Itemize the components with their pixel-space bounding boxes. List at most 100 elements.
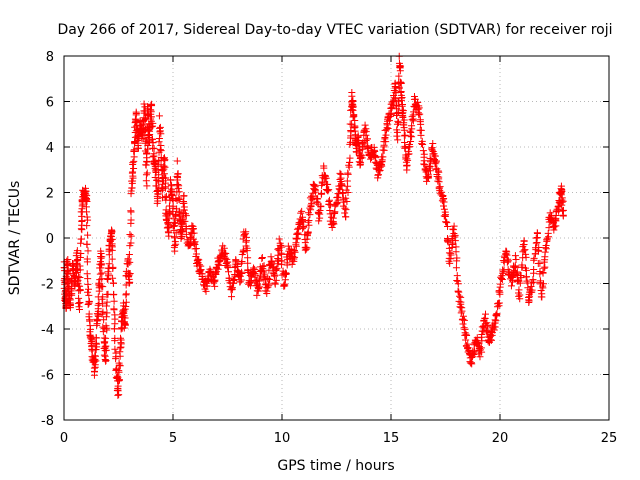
data-point [357, 151, 365, 159]
data-point [522, 264, 530, 272]
data-point [93, 315, 101, 323]
data-point [401, 144, 409, 152]
data-point [493, 310, 501, 318]
data-point [450, 222, 458, 230]
plot-frame [63, 55, 610, 421]
data-point [127, 216, 135, 224]
data-point [277, 242, 285, 250]
data-point [265, 281, 273, 289]
data-point [220, 244, 228, 252]
data-point [99, 300, 107, 308]
data-point [115, 377, 123, 385]
data-point [415, 104, 423, 112]
data-point [504, 258, 512, 266]
data-point [167, 176, 175, 184]
data-point [496, 280, 504, 288]
data-point [78, 205, 86, 213]
data-point [83, 222, 91, 230]
data-point [449, 225, 457, 233]
data-point [102, 342, 110, 350]
data-point [179, 197, 187, 205]
data-point [382, 131, 390, 139]
data-point [474, 338, 482, 346]
data-point [238, 270, 246, 278]
data-point [171, 242, 179, 250]
data-point [76, 254, 84, 262]
data-point [171, 238, 179, 246]
data-point [399, 109, 407, 117]
data-point [130, 157, 138, 165]
data-point [129, 159, 137, 167]
data-point [336, 169, 344, 177]
data-point [265, 266, 273, 274]
data-point [447, 249, 455, 257]
data-point [362, 137, 370, 145]
data-point [304, 228, 312, 236]
data-point [321, 174, 329, 182]
data-point [83, 240, 91, 248]
y-tick-label: -8 [41, 414, 54, 429]
data-point [299, 217, 307, 225]
data-point [278, 271, 286, 279]
data-point [362, 128, 370, 136]
data-point [84, 247, 92, 255]
data-point [82, 187, 90, 195]
data-point [117, 325, 125, 333]
data-point [190, 229, 198, 237]
data-point [140, 100, 148, 108]
data-point [495, 299, 503, 307]
data-point [172, 229, 180, 237]
data-point [442, 218, 450, 226]
data-point [125, 251, 133, 259]
data-point [182, 222, 190, 230]
data-point [423, 166, 431, 174]
data-point [142, 177, 150, 185]
data-point [416, 110, 424, 118]
data-point [324, 187, 332, 195]
data-point [83, 258, 91, 266]
data-point [541, 263, 549, 271]
data-point [94, 301, 102, 309]
data-point [180, 203, 188, 211]
data-point [175, 182, 183, 190]
data-point [303, 244, 311, 252]
data-point [395, 72, 403, 80]
data-point [349, 106, 357, 114]
data-point [435, 178, 443, 186]
data-point [470, 351, 478, 359]
data-point [460, 324, 468, 332]
data-point [98, 253, 106, 261]
data-point [236, 278, 244, 286]
data-point [453, 254, 461, 262]
data-point [310, 182, 318, 190]
data-point [344, 169, 352, 177]
data-point [84, 231, 92, 239]
data-point [167, 181, 175, 189]
data-point [538, 290, 546, 298]
data-point [159, 167, 167, 175]
data-point [110, 279, 118, 287]
data-point [379, 153, 387, 161]
data-point [314, 195, 322, 203]
data-point [432, 159, 440, 167]
data-point [348, 92, 356, 100]
data-point [367, 155, 375, 163]
data-point [391, 79, 399, 87]
data-point [142, 171, 150, 179]
data-point [156, 127, 164, 135]
y-tick-label: 6 [46, 96, 54, 111]
data-point [214, 265, 222, 273]
data-point [303, 235, 311, 243]
data-point [459, 320, 467, 328]
data-point [468, 360, 476, 368]
data-point [346, 154, 354, 162]
data-point [192, 250, 200, 258]
data-point [278, 250, 286, 258]
data-point [536, 277, 544, 285]
data-point [361, 126, 369, 134]
data-point [91, 361, 99, 369]
data-point [155, 138, 163, 146]
data-point [165, 232, 173, 240]
data-point [415, 111, 423, 119]
